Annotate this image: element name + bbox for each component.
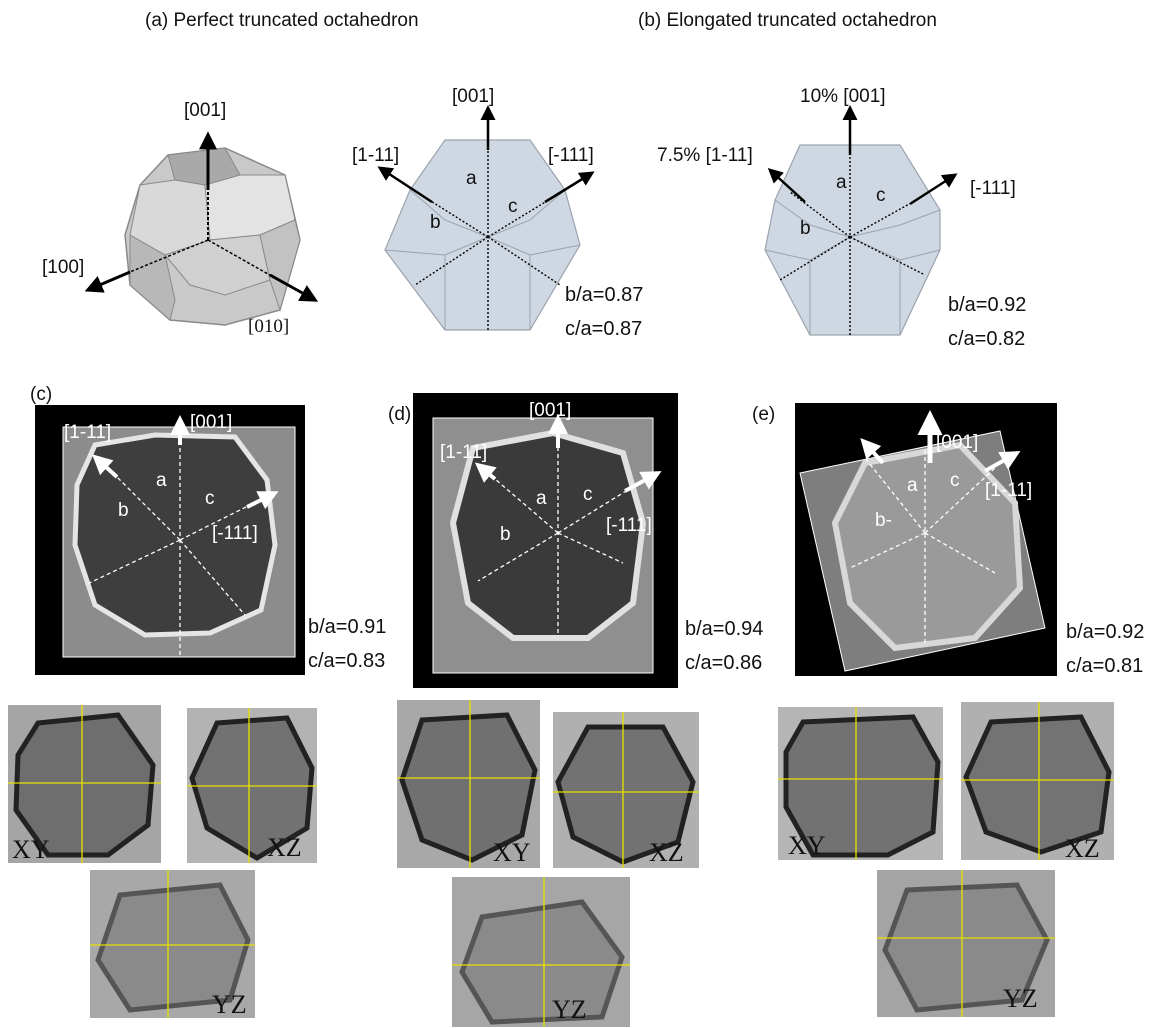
slice-yz-e: YZ bbox=[877, 870, 1055, 1017]
ratio-ba-c: b/a=0.91 bbox=[308, 616, 387, 638]
ratio-block-c: b/a=0.91 c/a=0.83 bbox=[308, 610, 386, 678]
slice-xy-c: XY bbox=[8, 705, 161, 863]
axis--111-label-b: [-111] bbox=[970, 178, 1016, 199]
ratio-ba-a: b/a=0.87 bbox=[565, 284, 644, 306]
ratio-ca-b: c/a=0.82 bbox=[948, 328, 1026, 350]
axis-001-label-3d: [001] bbox=[184, 100, 227, 121]
face-c-label-a: c bbox=[508, 196, 518, 217]
face-c-label-b: c bbox=[876, 185, 886, 206]
octahedron-3d-figure bbox=[84, 131, 319, 326]
axis--111-label-c: [-111] bbox=[212, 523, 258, 544]
panel-label-c: (c) bbox=[30, 384, 53, 405]
face-c-label-e: c bbox=[950, 470, 960, 491]
axis-001-label-c: [001] bbox=[190, 412, 233, 433]
slice-xy-e: XY bbox=[778, 707, 943, 860]
axis-001-label-e: [001] bbox=[936, 432, 979, 453]
axis-100-label-3d: [100] bbox=[42, 257, 85, 278]
face-c-label-d: c bbox=[583, 484, 593, 505]
slice-xz-d: XZ bbox=[553, 712, 699, 868]
axis-1-11-label-b: 7.5% [1-11] bbox=[657, 145, 753, 166]
slice-yz-tag-c: YZ bbox=[212, 990, 247, 1018]
hexagon-projection-a bbox=[377, 105, 595, 331]
title-b: (b) Elongated truncated octahedron bbox=[638, 10, 937, 31]
slice-xy-tag-e: XY bbox=[788, 831, 826, 860]
ratio-ca-d: c/a=0.86 bbox=[685, 652, 763, 674]
axis-1-11-label-d: [1-11] bbox=[440, 442, 488, 463]
slice-yz-c: YZ bbox=[90, 870, 255, 1018]
slice-yz-d: YZ bbox=[452, 877, 630, 1027]
face-b-label-e: b- bbox=[875, 510, 892, 531]
ratio-ba-d: b/a=0.94 bbox=[685, 618, 764, 640]
tomogram-c bbox=[35, 405, 305, 675]
ratio-ca-e: c/a=0.81 bbox=[1066, 655, 1144, 677]
face-a-label-c: a bbox=[156, 470, 167, 491]
ratio-block-d: b/a=0.94 c/a=0.86 bbox=[685, 612, 763, 680]
slice-xy-d: XY bbox=[397, 700, 540, 868]
face-b-label-a: b bbox=[430, 212, 441, 233]
face-a-label-d: a bbox=[536, 488, 547, 509]
axis-1-11-label-c: [1-11] bbox=[64, 422, 112, 443]
ratio-ba-e: b/a=0.92 bbox=[1066, 621, 1145, 643]
axis-001-label-d: [001] bbox=[529, 400, 572, 421]
tomogram-e bbox=[795, 403, 1057, 676]
axis-1-11-label-e: [1-11] bbox=[985, 480, 1033, 501]
hexagon-projection-b bbox=[764, 105, 958, 336]
face-a-label-a: a bbox=[466, 168, 477, 189]
tomogram-d bbox=[413, 393, 678, 688]
axis-001-label-b: 10% [001] bbox=[800, 86, 886, 107]
slice-xz-tag-e: XZ bbox=[1065, 834, 1100, 860]
face-a-label-b: a bbox=[836, 172, 847, 193]
ratio-ba-b: b/a=0.92 bbox=[948, 294, 1027, 316]
panel-label-e: (e) bbox=[752, 404, 776, 425]
ratio-ca-c: c/a=0.83 bbox=[308, 650, 386, 672]
ratio-block-e: b/a=0.92 c/a=0.81 bbox=[1066, 615, 1144, 683]
slice-xz-tag-c: XZ bbox=[267, 833, 302, 862]
panel-label-d: (d) bbox=[388, 404, 412, 425]
slice-xz-tag-d: XZ bbox=[649, 838, 684, 867]
slice-xy-tag-c: XY bbox=[12, 835, 50, 863]
face-a-label-e: a bbox=[907, 475, 918, 496]
ratio-block-b: b/a=0.92 c/a=0.82 bbox=[948, 288, 1026, 356]
face-b-label-b: b bbox=[800, 218, 811, 239]
axis-001-label-a: [001] bbox=[452, 86, 495, 107]
axis-1-11-label-a: [1-11] bbox=[352, 145, 400, 166]
axis-010-label-3d: [010] bbox=[248, 316, 290, 337]
title-a: (a) Perfect truncated octahedron bbox=[145, 10, 419, 31]
axis--111-label-d: [-111] bbox=[606, 515, 652, 536]
face-c-label-c: c bbox=[205, 488, 215, 509]
axis--111-label-a: [-111] bbox=[548, 145, 594, 166]
slice-xy-tag-d: XY bbox=[493, 838, 531, 867]
face-b-label-c: b bbox=[118, 500, 129, 521]
slice-yz-tag-d: YZ bbox=[552, 995, 587, 1024]
slice-xz-e: XZ bbox=[961, 702, 1114, 860]
ratio-block-a: b/a=0.87 c/a=0.87 bbox=[565, 278, 643, 346]
slice-xz-c: XZ bbox=[187, 708, 317, 863]
ratio-ca-a: c/a=0.87 bbox=[565, 318, 643, 340]
face-b-label-d: b bbox=[500, 524, 511, 545]
slice-yz-tag-e: YZ bbox=[1003, 984, 1038, 1013]
